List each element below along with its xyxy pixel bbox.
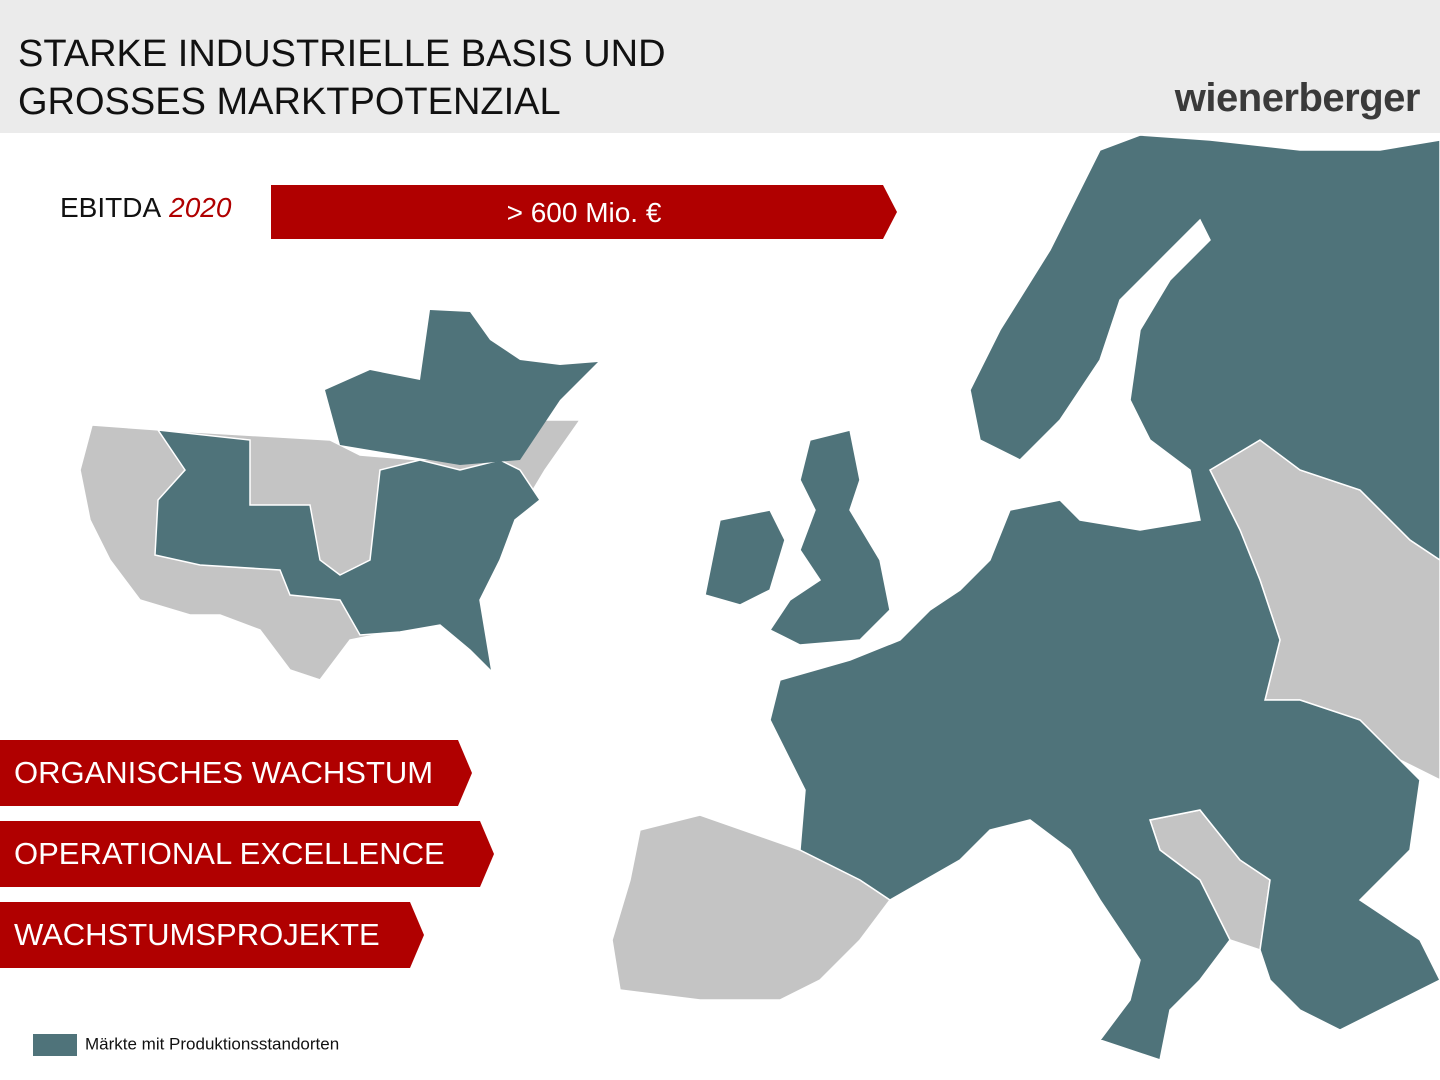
pillar-label: WACHSTUMSPROJEKTE <box>14 917 380 952</box>
legend-label: Märkte mit Produktionsstandorten <box>85 1034 340 1054</box>
pillar: OPERATIONAL EXCELLENCE <box>0 821 494 887</box>
ireland-markets <box>704 509 786 606</box>
europe-markets <box>769 134 1440 1061</box>
ebitda: EBITDA 2020 <box>60 192 231 224</box>
title-line: GROSSES MARKTPOTENZIAL <box>18 81 561 123</box>
legend-swatch <box>33 1034 77 1056</box>
banner-shape <box>271 185 897 239</box>
logo: wienerberger <box>1174 76 1421 120</box>
pillar-label: OPERATIONAL EXCELLENCE <box>14 836 445 871</box>
title: STARKE INDUSTRIELLE BASIS UND GROSSES MA… <box>18 30 666 126</box>
pillar-label: ORGANISCHES WACHSTUM <box>14 755 434 790</box>
canada-markets <box>325 310 598 465</box>
title-line: STARKE INDUSTRIELLE BASIS UND <box>18 33 666 75</box>
pillar: WACHSTUMSPROJEKTE <box>0 902 424 968</box>
ebitda-year: 2020 <box>169 192 232 223</box>
ebitda-value: > 600 Mio. € <box>506 197 662 228</box>
usa-markets <box>154 429 542 675</box>
pillar-shape <box>0 902 424 968</box>
ebitda-label: EBITDA <box>60 192 162 223</box>
pillar: ORGANISCHES WACHSTUM <box>0 740 472 806</box>
uk-markets <box>768 429 891 646</box>
pillar-shape <box>0 821 494 887</box>
maps <box>79 134 1440 1061</box>
legend: Märkte mit Produktionsstandorten <box>33 1034 339 1056</box>
ebitda-banner: > 600 Mio. € <box>271 185 897 239</box>
header: STARKE INDUSTRIELLE BASIS UND GROSSES MA… <box>0 0 1440 133</box>
pillar-shape <box>0 740 472 806</box>
